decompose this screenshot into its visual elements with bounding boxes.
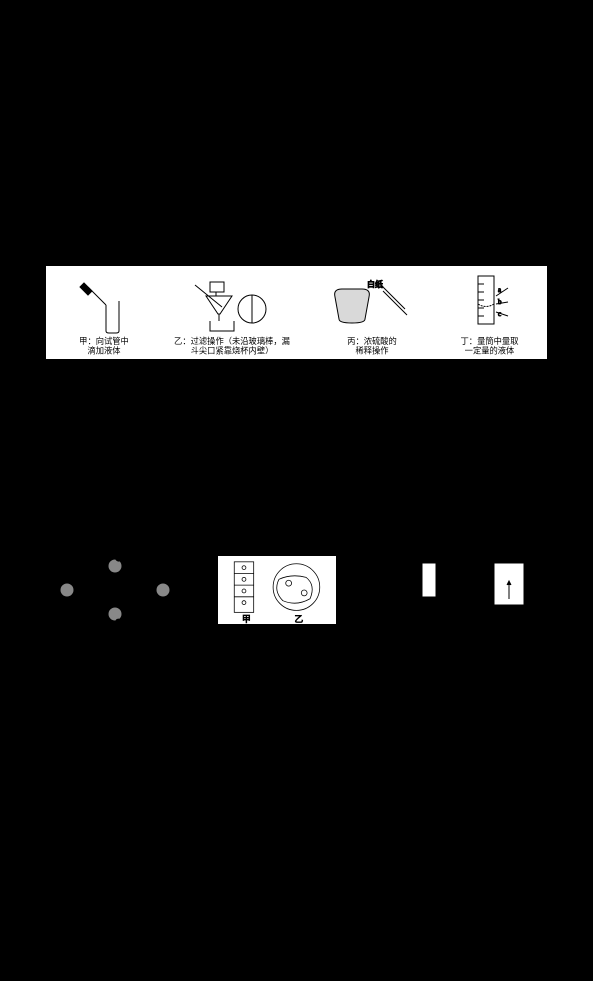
fig-h2so4: 白纸 丙：浓硫酸的 稀释操作 — [307, 279, 436, 357]
q15-opts: A．蜡烛A和B等大，是为了比较像与物体的大小 B．玻璃板代替平面镜，是因为玻璃板… — [45, 844, 548, 932]
q12-opt-b: B．甲和丁 — [151, 373, 212, 388]
fig-b-cap: 乙：过滤操作（未沿玻璃棒，漏 斗尖口紧靠烧杯内壁） — [174, 337, 290, 356]
q11-opt-b: B．金刚石硬度大于石墨——碳原子排列方式不同 — [61, 160, 548, 182]
fig-q13: ① ② ③ ④ 第13题图 — [60, 555, 170, 644]
fig-d-cap: 丁：量筒中量取 一定量的液体 — [460, 337, 518, 356]
q12-opts: A．甲和丙 B．甲和丁 C．乙和丙 D．乙和丁 — [45, 370, 548, 392]
q15-opt-d: D．图乙中A离M越近，所成的像越大 — [61, 911, 548, 933]
q11: 11．下列客观事实对应的微观解释不正确的是（ ） A．酒香不怕巷子深——分子在不… — [45, 116, 548, 226]
q10-opt-a: A．投影仪 — [61, 87, 122, 102]
q14-stem: 14．如图所示为显微镜下观察到的叶片结构，下列说法正确的是（ ） — [45, 525, 448, 540]
q12-figure: 甲：向试管中 滴加液体 乙：过滤操作（未沿玻璃棒，漏 斗尖口紧靠烧杯内壁） — [45, 265, 548, 360]
figure-row-2: ① ② ③ ④ 第13题图 甲 乙 第14题图 — [45, 555, 548, 644]
q11-opts: A．酒香不怕巷子深——分子在不停地运动 B．金刚石硬度大于石墨——碳原子排列方式… — [45, 138, 548, 226]
svg-text:④: ④ — [115, 618, 122, 625]
q10-opt-b: B．照相机 — [151, 87, 212, 102]
q15-opt-b: B．玻璃板代替平面镜，是因为玻璃板成像更清晰 — [61, 866, 548, 888]
q13-opt-c: C．台州中考这几天地球位于④位置附近 — [61, 468, 548, 490]
q13-stem: 13．下列关于地球运动的叙述，正确的是（ ） — [45, 405, 318, 420]
fig-q15: A B 甲 乙 第15题图 — [384, 555, 534, 644]
fig-q13-cap: 第13题图 — [95, 627, 135, 644]
q13-opt-b: B．从①位置到②位置，台州白昼逐渐变长 — [61, 446, 548, 468]
q15-stem: 15．小金在做"探究平面镜成像特点"实验时，将玻璃板竖直放在水平桌面上，再取两支… — [45, 759, 548, 840]
fig-a-cap: 甲：向试管中 滴加液体 — [79, 337, 129, 356]
q12: 12．下列实验操作中，正确的是（ ） 甲：向试管中 滴加液体 — [45, 237, 548, 392]
q10-stem: 10．某同学做"探究凸透镜成像规律"的实验，当他把蜡烛移到距透镜30cm处时，在… — [45, 43, 540, 80]
q11-opt-a: A．酒香不怕巷子深——分子在不停地运动 — [61, 138, 548, 160]
fig-q14-cap: 第14题图 — [257, 627, 297, 644]
q14-opts-block: A．图甲所示结构属于营养组织 B．叶片正面颜色较深的原因是图甲所示的细胞含叶绿体… — [45, 658, 548, 746]
q15: 15．小金在做"探究平面镜成像特点"实验时，将玻璃板竖直放在水平桌面上，再取两支… — [45, 756, 548, 933]
q14: 14．如图所示为显微镜下观察到的叶片结构，下列说法正确的是（ ） — [45, 522, 548, 544]
fig-q15-cap: 第15题图 — [439, 627, 479, 644]
q13-opt-a: A．太阳东升西落是地球公转产生的 — [61, 424, 548, 446]
svg-text:乙: 乙 — [294, 614, 303, 624]
fig-filter: 乙：过滤操作（未沿玻璃棒，漏 斗尖口紧靠烧杯内壁） — [157, 279, 307, 357]
q11-opt-c: C．在公共场所禁止吸烟——分子在不停地运动 — [61, 183, 548, 205]
q15-opt-a: A．蜡烛A和B等大，是为了比较像与物体的大小 — [61, 844, 548, 866]
q10-opt-d: D．近视镜 — [331, 87, 392, 102]
svg-text:B: B — [446, 572, 451, 581]
q11-stem: 11．下列客观事实对应的微观解释不正确的是（ ） — [45, 119, 344, 134]
svg-text:②: ② — [115, 555, 122, 563]
q12-opt-a: A．甲和丙 — [61, 373, 122, 388]
fig-dropper: 甲：向试管中 滴加液体 — [50, 279, 157, 357]
fig-q14: 甲 乙 第14题图 — [217, 555, 337, 644]
q14-opt-d: D．图乙所示细胞不能进行光合作用 — [61, 724, 548, 746]
svg-text:①: ① — [163, 568, 170, 577]
q13: 13．下列关于地球运动的叙述，正确的是（ ） A．太阳东升西落是地球公转产生的 … — [45, 402, 548, 512]
q10-opts: A．投影仪 B．照相机 C．放大镜 D．近视镜 — [45, 84, 548, 106]
q14-opts: A．图甲所示结构属于营养组织 B．叶片正面颜色较深的原因是图甲所示的细胞含叶绿体… — [45, 658, 548, 746]
svg-text:甲: 甲 — [242, 614, 251, 624]
svg-text:白纸: 白纸 — [367, 279, 383, 289]
q12-opt-d: D．乙和丁 — [331, 373, 392, 388]
svg-text:b: b — [498, 298, 502, 306]
q11-opt-d: D．NaOH和Ca(OH)₂化学性质相似——都含有OH⁻ — [61, 205, 548, 227]
q14-opt-b: B．叶片正面颜色较深的原因是图甲所示的细胞含叶绿体较多 — [61, 680, 548, 702]
q13-opt-d: D．地球自转和公转的方向都是自西向东 — [61, 490, 548, 512]
q10-opt-c: C．放大镜 — [241, 87, 302, 102]
svg-text:A: A — [404, 578, 410, 587]
fig-c-cap: 丙：浓硫酸的 稀释操作 — [347, 337, 397, 356]
q14-opt-a: A．图甲所示结构属于营养组织 — [61, 658, 548, 680]
q10: 10．某同学做"探究凸透镜成像规律"的实验，当他把蜡烛移到距透镜30cm处时，在… — [45, 40, 548, 106]
fig-cylinder: a b c 丁：量筒中量取 一定量的液体 — [436, 274, 543, 357]
q15-opt-c: C．图乙的光屏上能观察到A的像 — [61, 888, 548, 910]
q12-stem: 12．下列实验操作中，正确的是（ ） — [45, 240, 266, 255]
svg-text:③: ③ — [60, 568, 67, 577]
svg-text:甲: 甲 — [420, 607, 429, 617]
svg-text:乙: 乙 — [504, 607, 513, 617]
page-footer: 九年级科学·第 2 页（共 8 页） — [45, 963, 548, 981]
q14-opt-c: C．保卫细胞吸水后气孔关闭 — [61, 702, 548, 724]
q13-opts: A．太阳东升西落是地球公转产生的 B．从①位置到②位置，台州白昼逐渐变长 C．台… — [45, 424, 548, 512]
q12-opt-c: C．乙和丙 — [241, 373, 302, 388]
